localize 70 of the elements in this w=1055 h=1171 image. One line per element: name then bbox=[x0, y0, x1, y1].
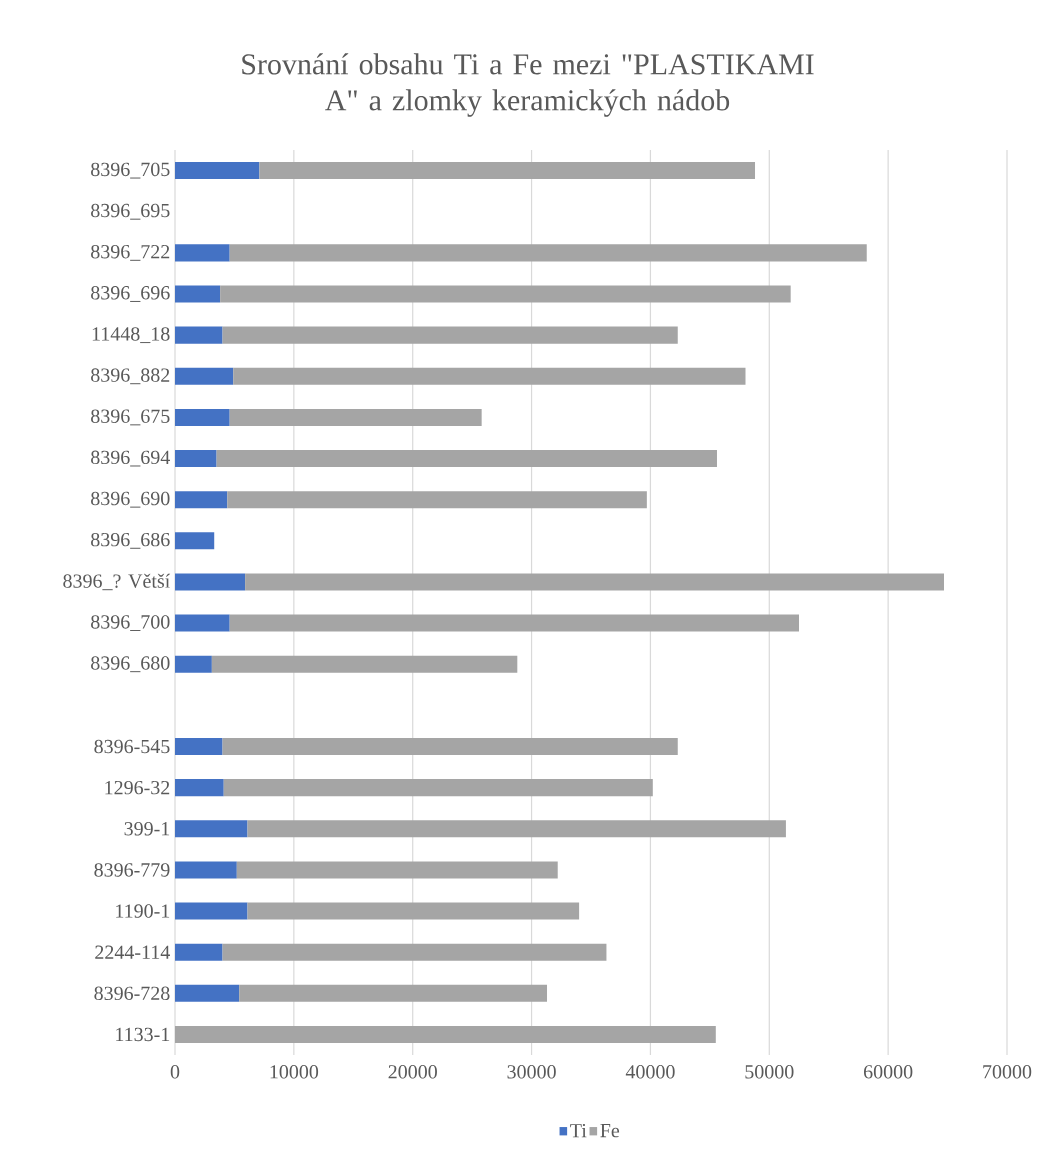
bar bbox=[227, 491, 647, 509]
chart-title: Srovnání obsahu Ti a Fe mezi "PLASTIKAMI A" a zlomky keramických nádob bbox=[242, 53, 814, 117]
x-tick-label: 0 bbox=[170, 1065, 180, 1079]
bar bbox=[175, 943, 223, 961]
bar bbox=[175, 902, 248, 920]
bar bbox=[175, 367, 234, 385]
bar bbox=[216, 450, 717, 468]
bar bbox=[175, 326, 223, 344]
legend-label: Fe bbox=[600, 1124, 620, 1138]
bar bbox=[247, 820, 786, 838]
bar bbox=[222, 943, 607, 961]
bar bbox=[239, 984, 548, 1002]
y-tick-label: 8396_696 bbox=[91, 286, 170, 302]
y-tick-label: 8396-779 bbox=[94, 863, 170, 877]
y-tick-label: 8396_? Větší bbox=[63, 573, 171, 591]
bar bbox=[259, 162, 756, 180]
x-tick-label: 20000 bbox=[388, 1065, 437, 1079]
y-tick-label: 8396_675 bbox=[91, 409, 170, 426]
bar bbox=[211, 655, 518, 673]
bar bbox=[175, 1025, 716, 1043]
bar bbox=[175, 285, 221, 303]
x-tick-label: 40000 bbox=[625, 1065, 675, 1079]
bar bbox=[175, 737, 223, 756]
bar bbox=[175, 861, 237, 879]
bar bbox=[247, 902, 580, 920]
bar bbox=[175, 573, 246, 591]
bar bbox=[229, 244, 867, 262]
x-tick-label: 60000 bbox=[863, 1065, 913, 1079]
x-tick-label: 70000 bbox=[983, 1065, 1032, 1079]
x-tick-label: 10000 bbox=[270, 1065, 319, 1079]
y-tick-label: 8396_882 bbox=[91, 368, 170, 385]
bar bbox=[175, 162, 260, 180]
x-tick-label: 50000 bbox=[745, 1065, 794, 1079]
y-tick-label: 8396_694 bbox=[91, 450, 170, 467]
bar bbox=[175, 984, 240, 1002]
legend-label: Ti bbox=[570, 1123, 587, 1138]
bar bbox=[175, 779, 224, 797]
bar bbox=[245, 573, 944, 591]
y-tick-label: 1190-1 bbox=[116, 904, 170, 918]
bar bbox=[236, 861, 558, 879]
bar bbox=[175, 450, 217, 468]
bar bbox=[175, 532, 215, 550]
y-tick-label: 1296-32 bbox=[105, 780, 170, 795]
bar bbox=[220, 285, 791, 303]
y-tick-label: 8396_686 bbox=[91, 532, 170, 549]
bar bbox=[175, 820, 248, 838]
bar bbox=[223, 779, 653, 797]
y-tick-label: 8396_680 bbox=[91, 656, 170, 673]
bar bbox=[175, 244, 230, 262]
y-tick-label: 1133-1 bbox=[116, 1027, 170, 1042]
x-tick-label: 30000 bbox=[507, 1065, 556, 1079]
y-tick-label: 8396_700 bbox=[91, 615, 170, 632]
bar bbox=[175, 408, 230, 426]
bar bbox=[233, 367, 746, 385]
bar bbox=[222, 737, 678, 756]
bar bbox=[175, 491, 228, 509]
bar bbox=[229, 408, 482, 426]
bar bbox=[222, 326, 678, 344]
y-tick-label: 8396_722 bbox=[91, 244, 170, 261]
y-tick-label: 2244-114 bbox=[95, 945, 170, 959]
bar bbox=[175, 614, 230, 632]
y-tick-label: 8396-545 bbox=[94, 739, 170, 754]
bar bbox=[175, 655, 212, 673]
y-tick-label: 8396_705 bbox=[91, 162, 170, 179]
y-tick-label: 8396_695 bbox=[91, 203, 170, 220]
y-tick-label: 11448_18 bbox=[92, 327, 170, 344]
y-tick-label: 8396_690 bbox=[91, 491, 170, 508]
bar bbox=[229, 614, 799, 632]
y-tick-label: 399-1 bbox=[124, 822, 170, 836]
y-tick-label: 8396-728 bbox=[94, 986, 170, 1001]
